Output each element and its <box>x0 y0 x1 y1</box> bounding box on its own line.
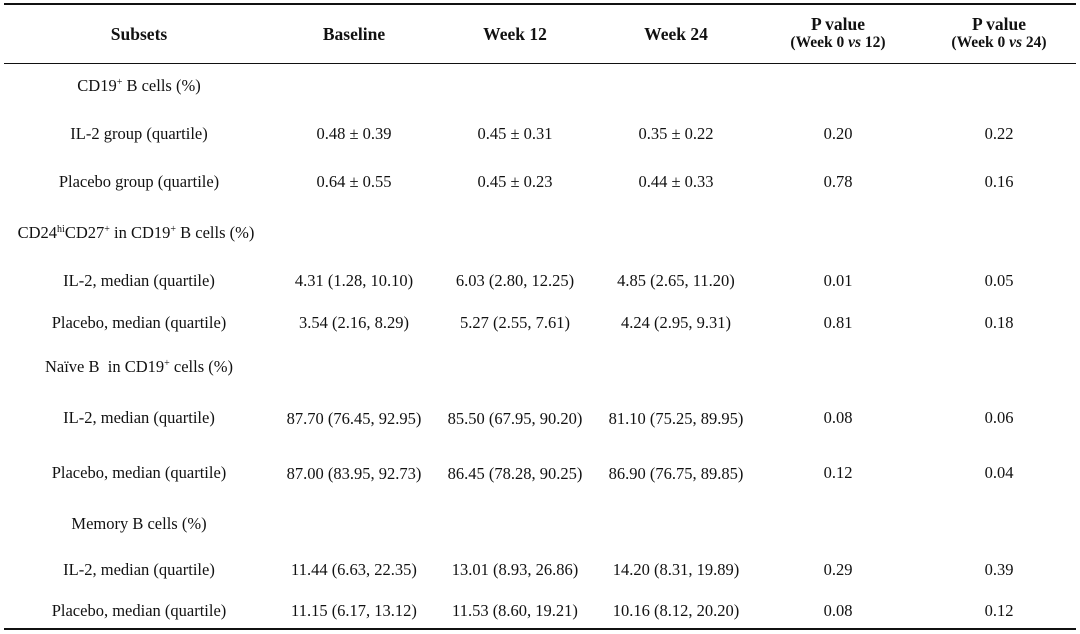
cell-pvalue-12: 0.08 <box>823 408 853 427</box>
cell-pvalue-12: 0.81 <box>823 313 853 332</box>
cell-week12: 13.01 (8.93, 26.86) <box>451 560 579 579</box>
cell-week12: 5.27 (2.55, 7.61) <box>460 313 570 332</box>
cell-week12: 11.53 (8.60, 19.21) <box>452 601 578 620</box>
cell-pvalue-12: 0.29 <box>823 560 853 579</box>
cell-pvalue-12: 0.78 <box>823 172 853 191</box>
header-week24: Week 24 <box>644 24 708 44</box>
cell-pvalue-24: 0.05 <box>984 271 1014 290</box>
table-bottom-rule <box>4 628 1076 630</box>
cell-baseline: 87.70 (76.45, 92.95) <box>286 409 422 428</box>
cell-baseline: 3.54 (2.16, 8.29) <box>299 313 409 332</box>
cell-pvalue-12: 0.12 <box>823 463 853 482</box>
cell-week24: 10.16 (8.12, 20.20) <box>612 601 740 620</box>
header-week12: Week 12 <box>483 24 547 44</box>
row-label: IL-2 group (quartile) <box>70 124 208 143</box>
header-pvalue-title: P value <box>811 14 865 34</box>
cell-pvalue-24: 0.22 <box>984 124 1014 143</box>
header-pvalue-title: P value <box>972 14 1026 34</box>
cell-week24: 0.44 ± 0.33 <box>638 172 714 191</box>
cell-pvalue-24: 0.04 <box>984 463 1014 482</box>
cell-week12: 86.45 (78.28, 90.25) <box>447 464 583 483</box>
cell-week12: 0.45 ± 0.23 <box>477 172 553 191</box>
cell-pvalue-12: 0.08 <box>823 601 853 620</box>
section-label-memory-b-cells: Memory B cells (%) <box>71 514 207 533</box>
cell-baseline: 4.31 (1.28, 10.10) <box>294 271 414 290</box>
cell-baseline: 11.44 (6.63, 22.35) <box>291 560 417 579</box>
table-header-rule <box>4 63 1076 64</box>
cell-baseline: 11.15 (6.17, 13.12) <box>291 601 417 620</box>
header-pvalue-week24: P value (Week 0 vs 24) <box>951 14 1046 52</box>
cell-week12: 6.03 (2.80, 12.25) <box>455 271 575 290</box>
header-pvalue-sub: (Week 0 vs 24) <box>951 34 1047 51</box>
cell-week24: 81.10 (75.25, 89.95) <box>608 409 744 428</box>
cell-pvalue-24: 0.16 <box>984 172 1014 191</box>
row-label: Placebo, median (quartile) <box>51 313 227 332</box>
cell-pvalue-12: 0.01 <box>823 271 853 290</box>
row-label: IL-2, median (quartile) <box>63 560 215 579</box>
header-baseline: Baseline <box>322 24 386 44</box>
section-label-naive-b-cells: Naïve B in CD19+ cells (%) <box>44 357 234 376</box>
cell-pvalue-24: 0.06 <box>984 408 1014 427</box>
row-label: Placebo group (quartile) <box>58 172 220 191</box>
header-subsets: Subsets <box>110 24 168 44</box>
header-pvalue-sub: (Week 0 vs 12) <box>790 34 886 51</box>
cell-week24: 0.35 ± 0.22 <box>638 124 714 143</box>
cell-week24: 14.20 (8.31, 19.89) <box>612 560 740 579</box>
row-label: IL-2, median (quartile) <box>63 271 215 290</box>
cell-pvalue-24: 0.12 <box>984 601 1014 620</box>
header-pvalue-week12: P value (Week 0 vs 12) <box>790 14 885 52</box>
cell-pvalue-24: 0.39 <box>984 560 1014 579</box>
cell-pvalue-12: 0.20 <box>823 124 853 143</box>
cell-week12: 85.50 (67.95, 90.20) <box>447 409 583 428</box>
section-label-cd24hi-cd27-b-cells: CD24hiCD27+ in CD19+ B cells (%) <box>17 223 255 242</box>
section-label-cd19-b-cells: CD19+ B cells (%) <box>77 76 201 95</box>
row-label: Placebo, median (quartile) <box>51 601 227 620</box>
cell-baseline: 87.00 (83.95, 92.73) <box>286 464 422 483</box>
cell-week24: 86.90 (76.75, 89.85) <box>608 464 744 483</box>
table-top-rule <box>4 3 1076 5</box>
row-label: IL-2, median (quartile) <box>63 408 215 427</box>
cell-baseline: 0.48 ± 0.39 <box>316 124 392 143</box>
row-label: Placebo, median (quartile) <box>51 463 227 482</box>
cell-baseline: 0.64 ± 0.55 <box>316 172 392 191</box>
cell-pvalue-24: 0.18 <box>984 313 1014 332</box>
cell-week24: 4.24 (2.95, 9.31) <box>621 313 731 332</box>
cell-week24: 4.85 (2.65, 11.20) <box>617 271 735 290</box>
cell-week12: 0.45 ± 0.31 <box>477 124 553 143</box>
